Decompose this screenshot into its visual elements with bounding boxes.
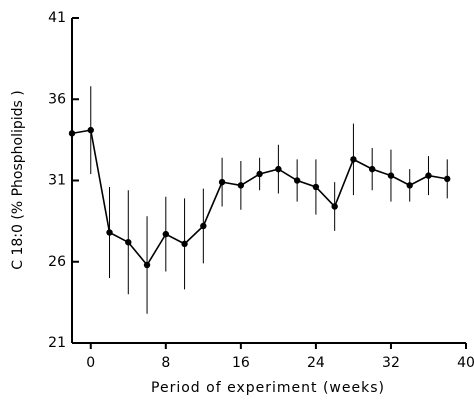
data-point (312, 183, 320, 191)
data-point (87, 126, 94, 134)
y-axis-label: C 18:0 (% Phospholipids ) (10, 90, 26, 269)
y-tick-label: 26 (48, 254, 66, 270)
x-tick-label: 0 (86, 355, 95, 371)
x-tick-label: 16 (232, 355, 250, 371)
data-point (350, 156, 357, 163)
y-tick-label: 21 (48, 335, 66, 351)
data-point (425, 172, 432, 179)
x-tick-label: 24 (307, 355, 325, 371)
y-tick-label: 31 (48, 173, 66, 189)
data-point (387, 172, 395, 179)
data-point (275, 165, 282, 173)
data-point (106, 229, 113, 236)
data-point (293, 177, 301, 184)
data-point (368, 165, 376, 173)
data-point (406, 182, 413, 189)
x-tick-label: 40 (457, 355, 474, 371)
x-axis-label: Period of experiment (weeks) (151, 380, 385, 396)
data-point (68, 130, 76, 137)
data-point (162, 230, 170, 238)
data-point (181, 240, 188, 248)
data-point (125, 239, 132, 246)
y-tick-label: 41 (48, 10, 66, 26)
y-tick-label: 36 (48, 91, 66, 107)
data-point (331, 203, 338, 210)
data-point (256, 170, 263, 178)
x-tick-label: 32 (382, 355, 400, 371)
data-point (237, 182, 245, 189)
data-point (218, 178, 226, 186)
data-point (444, 175, 451, 183)
data-point (200, 222, 207, 230)
data-point (143, 261, 151, 269)
x-tick-label: 8 (161, 355, 170, 371)
